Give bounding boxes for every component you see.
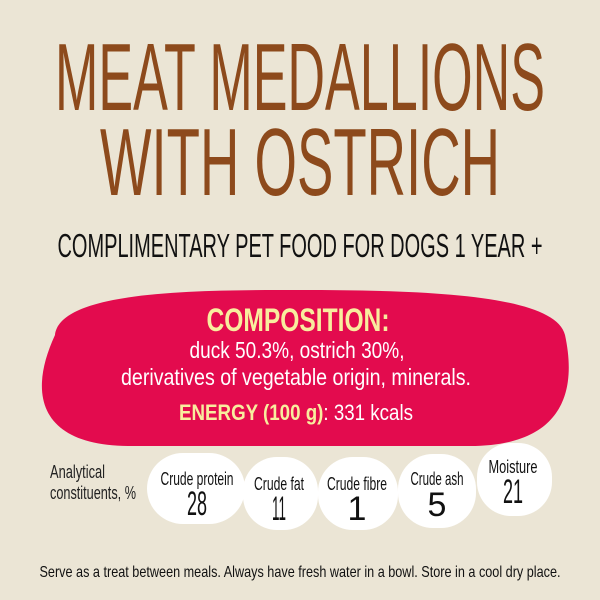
bubble bbox=[147, 453, 245, 524]
composition-line-1: duck 50.3%, ostrich 30%, bbox=[190, 337, 405, 363]
constituent-crude-fibre: Crude fibre 1 bbox=[318, 457, 398, 530]
constituent-value: 11 bbox=[272, 490, 286, 528]
constituent-value: 21 bbox=[503, 473, 523, 511]
constituent-value: 28 bbox=[187, 485, 207, 523]
constituent-label: Crude ash bbox=[411, 469, 464, 489]
constituent-moisture: Moisture 21 bbox=[477, 443, 552, 516]
constituent-label: Crude fibre bbox=[327, 474, 387, 494]
analytical-label-line-1: Analytical bbox=[50, 462, 105, 482]
constituent-crude-protein: Crude protein 28 bbox=[147, 453, 245, 524]
composition-blob bbox=[41, 290, 569, 446]
title-line-1: MEAT MEDALLIONS bbox=[55, 24, 545, 131]
constituent-value: 1 bbox=[348, 490, 367, 528]
constituent-crude-fat: Crude fat 11 bbox=[243, 457, 318, 530]
constituent-label: Crude fat bbox=[254, 474, 304, 494]
constituent-label: Moisture bbox=[489, 457, 538, 477]
composition-heading: COMPOSITION: bbox=[207, 302, 390, 338]
constituent-label: Crude protein bbox=[161, 469, 234, 489]
analytical-label-line-2: constituents, % bbox=[50, 483, 136, 503]
footer-note: Serve as a treat between meals. Always h… bbox=[40, 564, 561, 581]
subtitle: COMPLIMENTARY PET FOOD FOR DOGS 1 YEAR + bbox=[58, 227, 543, 264]
bubble bbox=[318, 457, 398, 530]
composition-line-2: derivatives of vegetable origin, mineral… bbox=[121, 364, 471, 390]
title-line-2: WITH OSTRICH bbox=[100, 109, 500, 216]
energy-text: ENERGY (100 g): 331 kcals bbox=[179, 400, 413, 425]
bubble bbox=[398, 454, 476, 528]
constituent-crude-ash: Crude ash 5 bbox=[398, 454, 476, 528]
bubble bbox=[243, 457, 318, 530]
energy-label: ENERGY (100 g) bbox=[179, 400, 323, 425]
bubble bbox=[477, 443, 552, 516]
constituent-value: 5 bbox=[428, 486, 447, 524]
energy-value: : 331 kcals bbox=[323, 400, 413, 425]
